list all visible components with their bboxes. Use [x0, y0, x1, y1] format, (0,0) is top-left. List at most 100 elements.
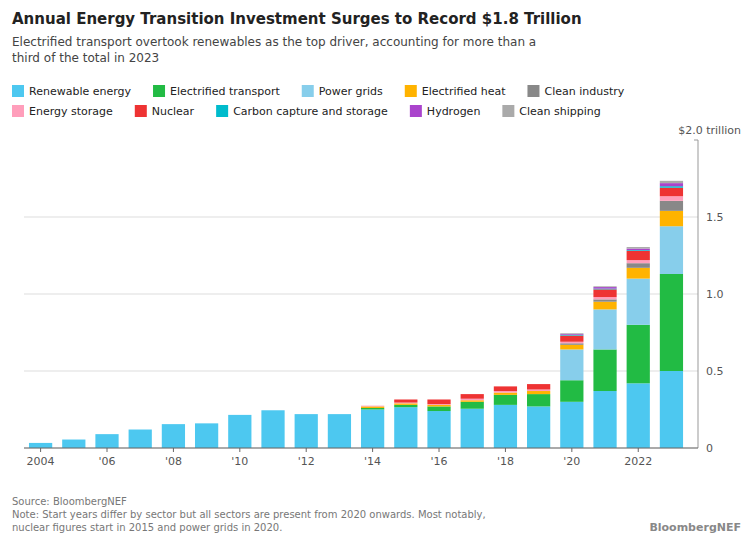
bar	[660, 181, 683, 183]
bar	[394, 407, 417, 448]
bar	[494, 386, 517, 387]
bar	[627, 249, 650, 251]
legend-item: Power grids	[302, 85, 383, 98]
bar	[660, 183, 683, 186]
bar	[228, 414, 251, 415]
source-note: Source: BloombergNEFNote: Start years di…	[12, 496, 486, 533]
bar	[162, 424, 185, 425]
bar	[62, 439, 85, 440]
series	[560, 226, 683, 380]
bar	[394, 399, 417, 402]
text-line: nuclear figures start in 2015 and power …	[12, 522, 282, 533]
credit: BloombergNEF	[649, 521, 741, 534]
bar	[95, 434, 118, 448]
bar	[361, 405, 384, 406]
x-tick	[505, 448, 506, 452]
x-axis-line	[24, 448, 698, 449]
bar	[593, 286, 616, 288]
bar	[95, 434, 118, 435]
grid-line	[24, 217, 698, 218]
x-tick-label: '16	[431, 455, 448, 468]
legend-item: Clean shipping	[502, 105, 600, 118]
bar	[560, 342, 583, 344]
bar	[62, 439, 85, 440]
bar	[461, 394, 484, 399]
x-tick	[439, 448, 440, 452]
bar	[427, 399, 450, 400]
bar	[195, 423, 218, 424]
bar	[261, 410, 284, 411]
legend-swatch	[302, 85, 314, 97]
title: Annual Energy Transition Investment Surg…	[12, 10, 582, 28]
bar	[162, 424, 185, 425]
bar	[261, 410, 284, 411]
legend-swatch	[153, 85, 165, 97]
legend-item: Clean industry	[527, 85, 624, 98]
bar	[494, 393, 517, 395]
bar	[593, 297, 616, 299]
x-tick-label: 2022	[624, 455, 652, 468]
bar	[95, 434, 118, 435]
bar	[527, 384, 550, 385]
bar	[361, 405, 384, 406]
bar	[228, 414, 251, 415]
bar	[461, 394, 484, 395]
bar	[627, 279, 650, 325]
bar	[427, 411, 450, 448]
bar	[261, 410, 284, 411]
bar	[560, 343, 583, 345]
y-axis-end	[694, 140, 698, 141]
bar	[295, 414, 318, 415]
bar	[228, 414, 251, 415]
x-tick-label: '06	[98, 455, 115, 468]
bar	[593, 287, 616, 289]
bar	[527, 384, 550, 389]
bar	[660, 196, 683, 201]
legend-swatch	[410, 105, 422, 117]
bars	[29, 181, 683, 448]
bar	[129, 429, 152, 430]
bar	[195, 423, 218, 448]
legend-swatch	[12, 85, 24, 97]
bar	[560, 334, 583, 336]
x-tick	[372, 448, 373, 452]
legend-swatch	[12, 105, 24, 117]
legend-item: Electrified transport	[153, 85, 280, 98]
bar	[228, 414, 251, 415]
bar	[394, 405, 417, 407]
bar	[361, 405, 384, 406]
bar	[29, 442, 52, 443]
bar	[62, 440, 85, 448]
bar	[295, 414, 318, 448]
legend-label: Carbon capture and storage	[233, 105, 388, 118]
bar	[394, 403, 417, 404]
bar	[328, 414, 351, 415]
bar	[527, 384, 550, 385]
legend-label: Hydrogen	[427, 105, 481, 118]
bar	[29, 442, 52, 443]
legend-label: Power grids	[319, 85, 383, 98]
bar	[660, 188, 683, 196]
bar	[295, 414, 318, 415]
bar	[527, 394, 550, 406]
x-tick-label: '18	[497, 455, 514, 468]
x-tick-label: '10	[231, 455, 248, 468]
bar	[461, 402, 484, 409]
series	[560, 186, 683, 335]
bar	[361, 405, 384, 407]
legend-swatch	[135, 105, 147, 117]
bar	[95, 434, 118, 435]
legend-label: Nuclear	[152, 105, 195, 118]
bar	[95, 434, 118, 435]
series	[560, 183, 683, 335]
bar	[627, 263, 650, 268]
x-tick	[638, 448, 639, 452]
bar	[29, 442, 52, 443]
bar	[328, 414, 351, 415]
legend-item: Electrified heat	[405, 85, 506, 98]
bar	[627, 383, 650, 448]
legend-label: Electrified transport	[170, 85, 280, 98]
legend-item: Carbon capture and storage	[216, 105, 388, 118]
bar	[261, 410, 284, 411]
bar	[328, 414, 351, 415]
